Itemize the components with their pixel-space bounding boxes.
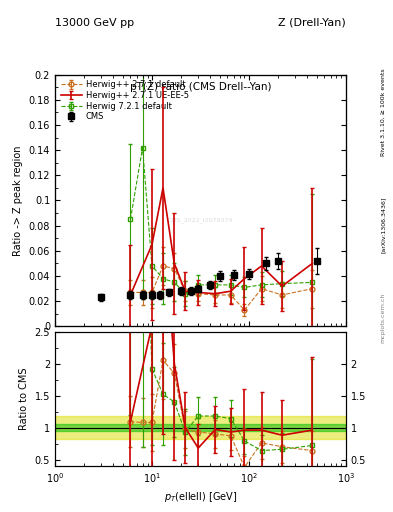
Text: 13000 GeV pp: 13000 GeV pp xyxy=(55,18,134,28)
Legend: Herwig++ 2.7.1 default, Herwig++ 2.7.1 UE-EE-5, Herwig 7.2.1 default, CMS: Herwig++ 2.7.1 default, Herwig++ 2.7.1 U… xyxy=(59,79,191,123)
Text: Z (Drell-Yan): Z (Drell-Yan) xyxy=(278,18,346,28)
Text: [arXiv:1306.3436]: [arXiv:1306.3436] xyxy=(381,197,386,253)
Y-axis label: Ratio -> Z peak region: Ratio -> Z peak region xyxy=(13,145,23,256)
Text: pT(Z) ratio (CMS Drell--Yan): pT(Z) ratio (CMS Drell--Yan) xyxy=(130,82,271,92)
X-axis label: $p_T$(ellell) [GeV]: $p_T$(ellell) [GeV] xyxy=(164,490,237,504)
Text: mcplots.cern.ch: mcplots.cern.ch xyxy=(381,292,386,343)
Text: Rivet 3.1.10, ≥ 100k events: Rivet 3.1.10, ≥ 100k events xyxy=(381,69,386,157)
Y-axis label: Ratio to CMS: Ratio to CMS xyxy=(19,368,29,430)
Text: CMS_2022_I2079374: CMS_2022_I2079374 xyxy=(168,218,233,224)
